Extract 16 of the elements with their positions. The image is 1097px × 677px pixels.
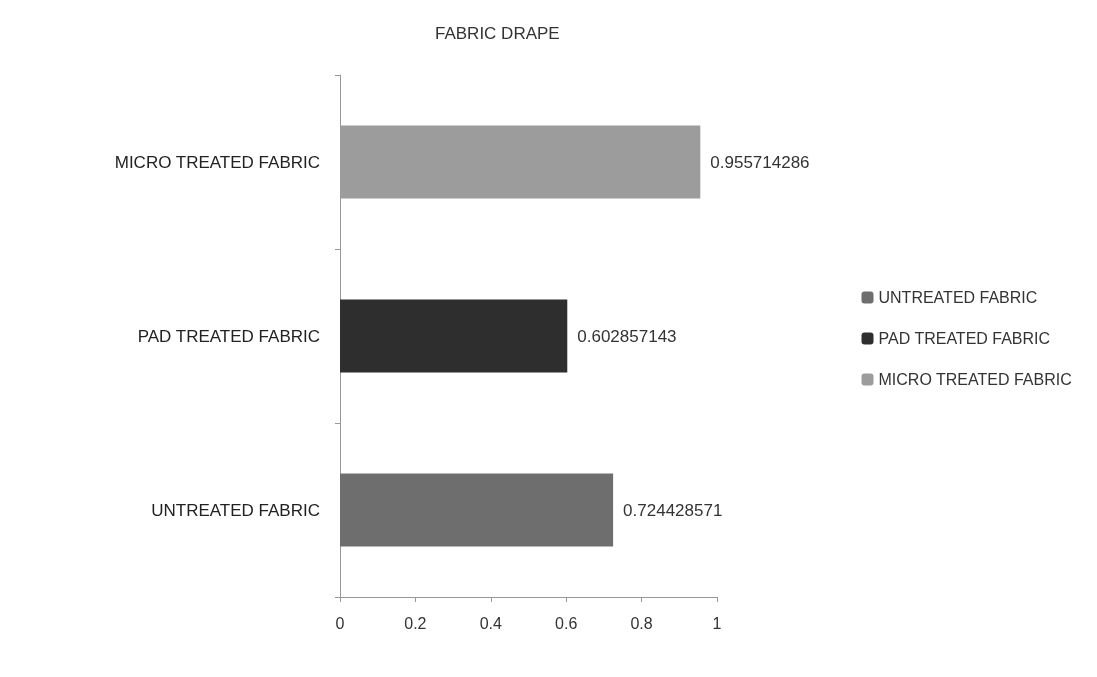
chart-title: FABRIC DRAPE [435, 24, 560, 43]
legend-label: MICRO TREATED FABRIC [878, 371, 1072, 388]
y-tick-label: PAD TREATED FABRIC [137, 326, 320, 346]
data-label: 0.724428571 [623, 500, 723, 520]
legend-label: PAD TREATED FABRIC [878, 330, 1051, 347]
x-tick-label: 0.6 [555, 614, 578, 632]
x-tick-label: 0.4 [479, 614, 503, 632]
x-tick-label: 1 [712, 614, 722, 632]
x-tick-label: 0.2 [404, 614, 427, 632]
x-tick-label: 0.8 [630, 614, 653, 632]
data-label: 0.602857143 [577, 326, 677, 346]
data-label: 0.955714286 [710, 152, 810, 172]
legend-label: UNTREATED FABRIC [878, 289, 1038, 306]
y-tick-label: MICRO TREATED FABRIC [114, 152, 320, 172]
y-tick-label: UNTREATED FABRIC [151, 500, 320, 520]
x-tick-label: 0 [335, 614, 345, 632]
